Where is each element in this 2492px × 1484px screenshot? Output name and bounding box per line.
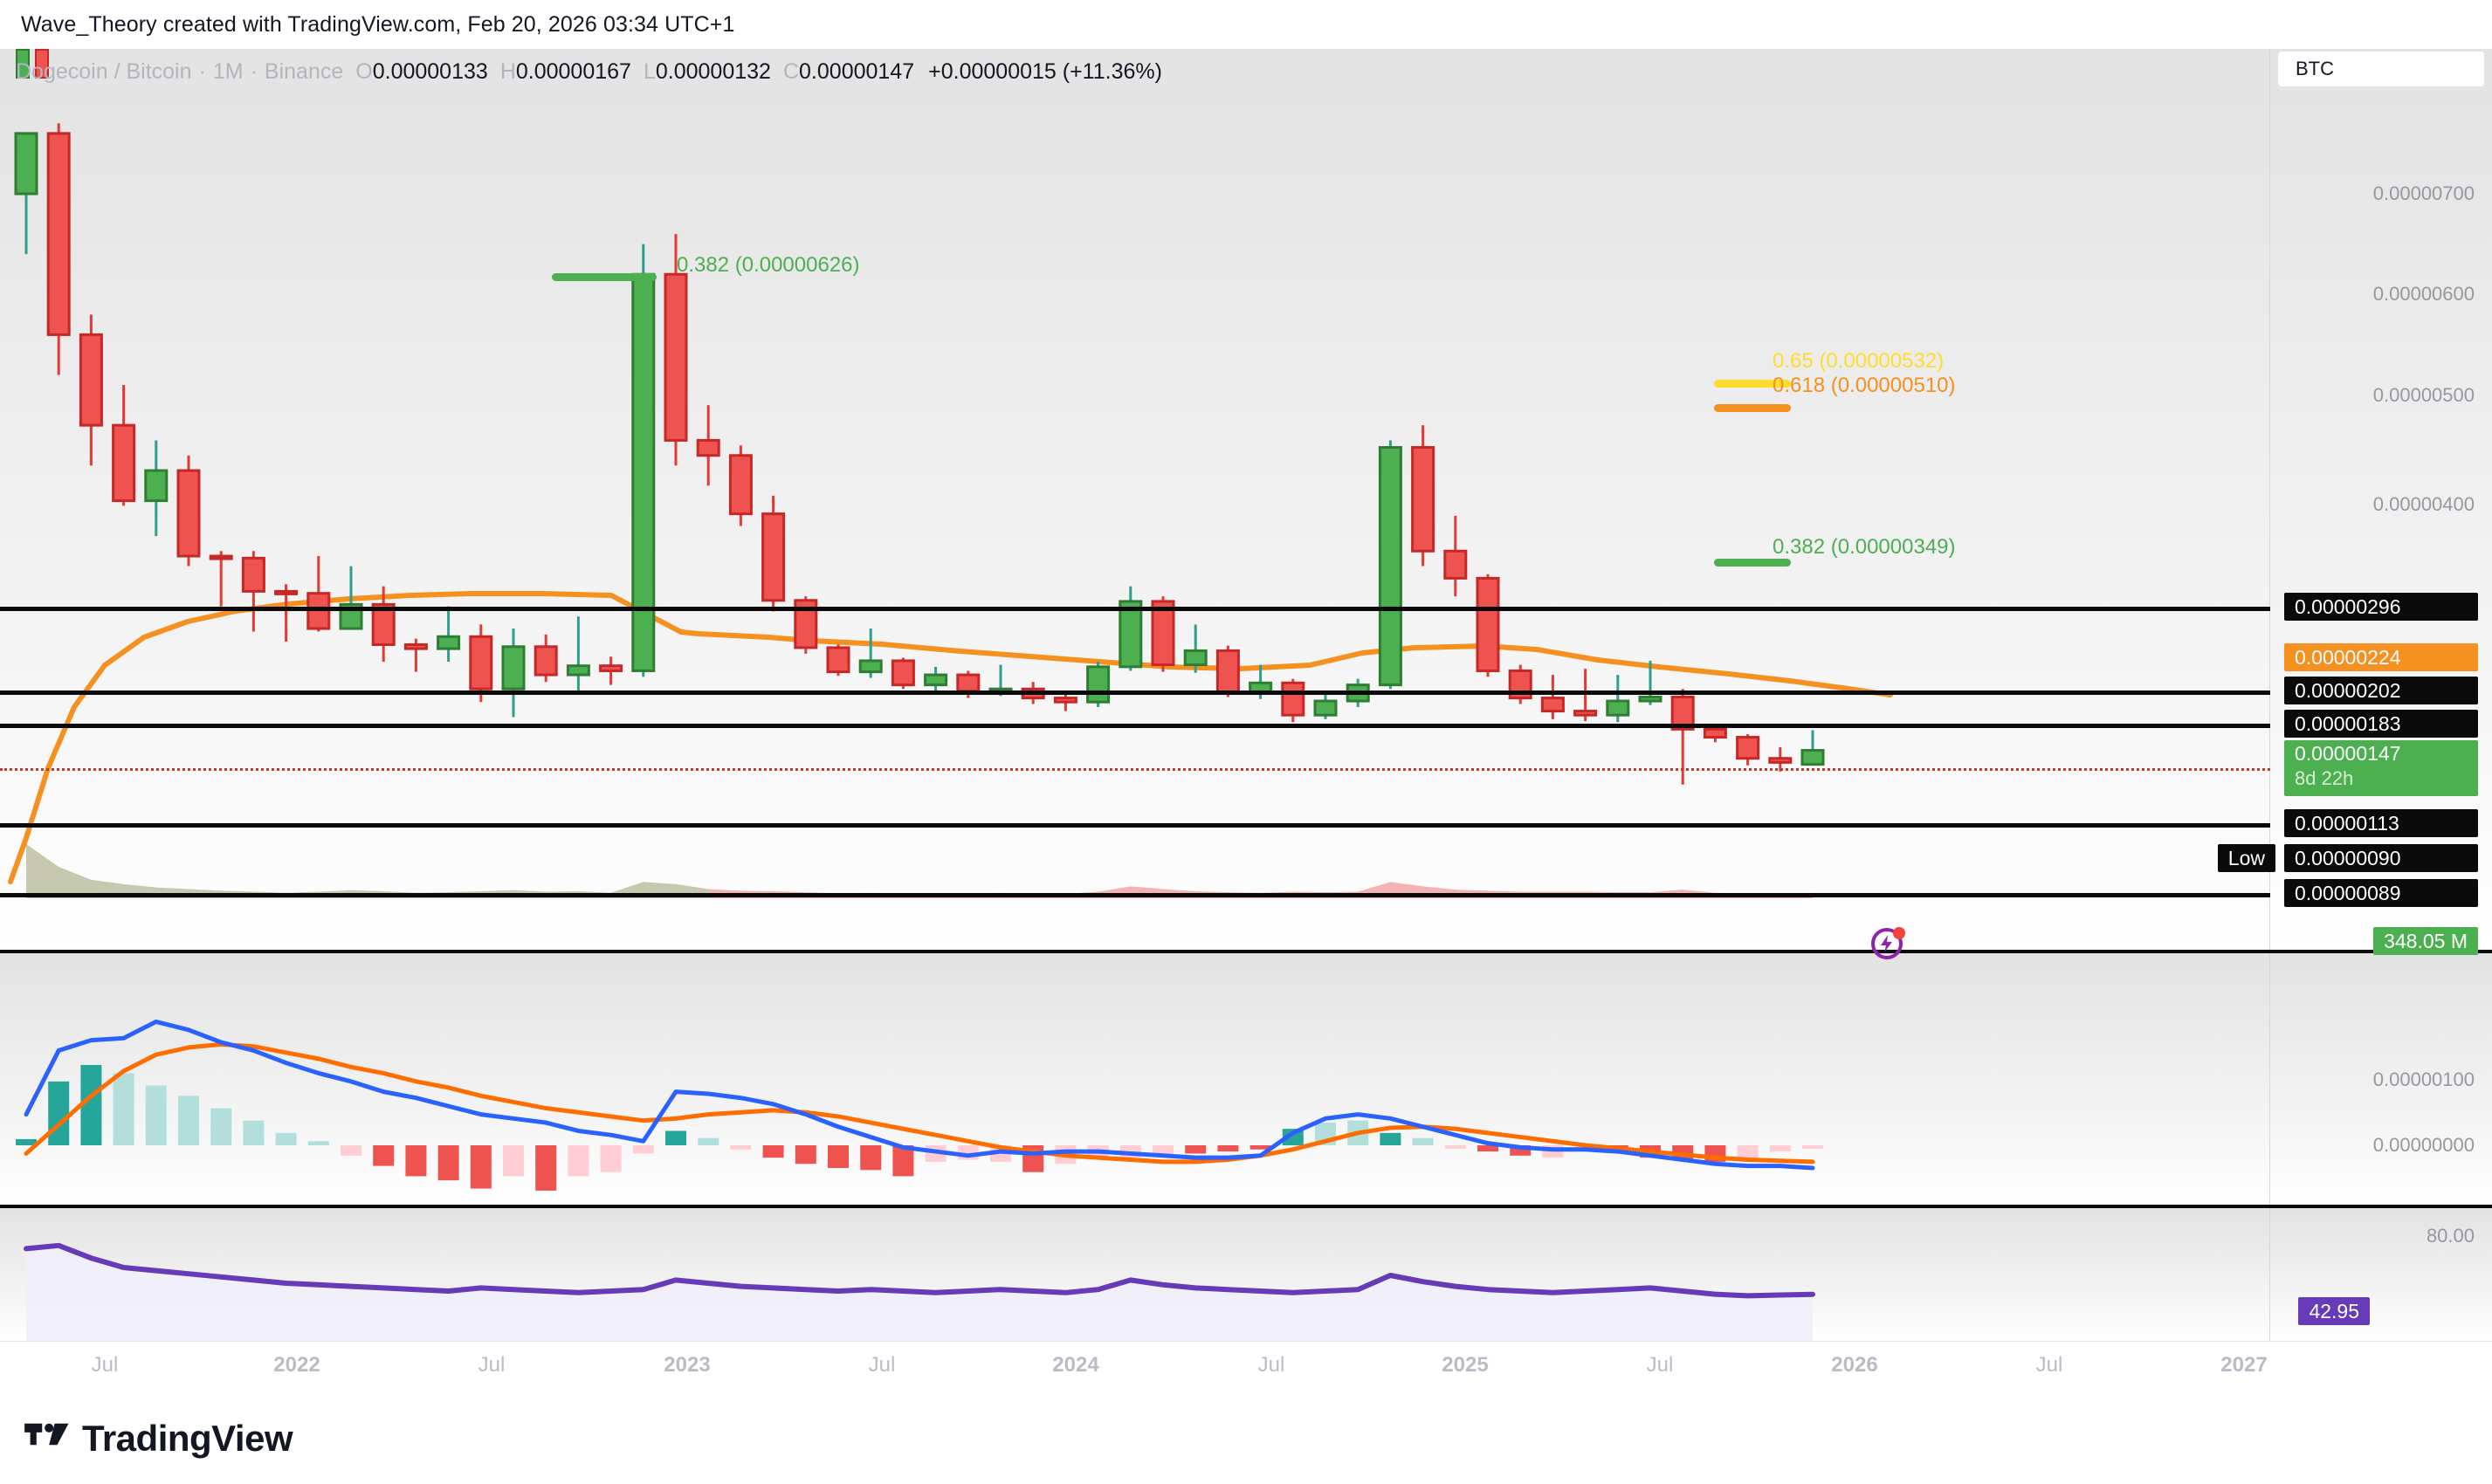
alert-lightning-icon[interactable] — [1869, 921, 1910, 963]
horizontal-line-2[interactable] — [0, 724, 2270, 728]
currency-selector[interactable]: BTC — [2277, 51, 2485, 87]
price-tag-0.00000296[interactable]: 0.00000296 — [2284, 593, 2478, 621]
tradingview-logo: TradingView — [24, 1418, 293, 1460]
time-label-Jul-0: Jul — [91, 1353, 119, 1377]
horizontal-line-5[interactable] — [0, 893, 2270, 897]
time-label-Jul-4: Jul — [868, 1353, 896, 1377]
rsi-value-tag[interactable]: 42.95 — [2298, 1297, 2370, 1325]
macd-scale[interactable]: 0.00000100 0.00000000 — [2270, 953, 2492, 1205]
legend-sep-1: · — [198, 59, 206, 84]
legend-high-label: H — [499, 59, 516, 84]
macd-chart-canvas[interactable] — [0, 953, 2492, 1205]
volume-tag[interactable]: 348.05 M — [2373, 927, 2478, 955]
price-tag-0.00000090[interactable]: 0.00000090 — [2284, 844, 2478, 872]
macd-tick-0: 0.00000100 — [2372, 1068, 2475, 1090]
price-scale[interactable]: 0.00000700 0.00000600 0.00000500 0.00000400… — [2217, 49, 2492, 955]
legend-close-label: C — [782, 59, 800, 84]
price-chart-canvas[interactable] — [0, 49, 2492, 950]
time-label-Jul-6: Jul — [1257, 1353, 1285, 1377]
time-label-Jul-10: Jul — [2035, 1353, 2063, 1377]
rsi-pane[interactable] — [0, 1208, 2492, 1341]
legend-close-value: 0.00000147 — [799, 59, 915, 84]
rsi-tick-0: 80.00 — [2426, 1225, 2475, 1247]
rsi-chart-canvas[interactable] — [0, 1208, 2492, 1341]
tradingview-mark-icon — [24, 1423, 69, 1446]
horizontal-line-0[interactable] — [0, 607, 2270, 611]
price-tick-0: 0.00000700 — [2372, 182, 2475, 204]
legend-symbol[interactable]: Dogecoin / Bitcoin — [16, 59, 192, 84]
rsi-scale[interactable]: 80.00 42.95 — [2270, 1208, 2492, 1341]
price-tag-0.00000183[interactable]: 0.00000183 — [2284, 710, 2478, 738]
price-tick-2: 0.00000500 — [2372, 384, 2475, 406]
legend-change-value: +0.00000015 (+11.36%) — [928, 59, 1162, 84]
legend-open-label: O — [355, 59, 373, 84]
time-label-2023-3: 2023 — [664, 1353, 711, 1377]
macd-axis-divider — [2269, 953, 2270, 1205]
price-axis-divider — [2269, 49, 2270, 950]
price-tag-0.00000202[interactable]: 0.00000202 — [2284, 677, 2478, 704]
fib-level-label-0[interactable]: 0.382 (0.00000626) — [677, 253, 860, 277]
symbol-type-icon — [16, 49, 49, 79]
price-tick-1: 0.00000600 — [2372, 283, 2475, 305]
bar-countdown: 8d 22h — [2295, 767, 2354, 789]
current-price-tag[interactable]: 0.00000147 8d 22h — [2284, 740, 2478, 796]
rsi-axis-divider — [2269, 1208, 2270, 1341]
horizontal-line-4[interactable] — [0, 823, 2270, 828]
fib-level-label-1[interactable]: 0.65 (0.00000532) — [1773, 349, 1945, 373]
price-tag-0.00000113[interactable]: 0.00000113 — [2284, 809, 2478, 837]
legend-high-value: 0.00000167 — [515, 59, 631, 84]
fib-level-label-3[interactable]: 0.382 (0.00000349) — [1773, 535, 1956, 559]
fib-level-swatch-3[interactable] — [1714, 559, 1791, 567]
legend-low-value: 0.00000132 — [655, 59, 771, 84]
time-label-2025-7: 2025 — [1442, 1353, 1489, 1377]
fib-level-swatch-2[interactable] — [1714, 404, 1791, 412]
pane-separator-1[interactable] — [0, 950, 2492, 953]
legend-low-label: L — [643, 59, 656, 84]
price-tag-0.00000089[interactable]: 0.00000089 — [2284, 879, 2478, 907]
fib-level-swatch-1[interactable] — [1714, 380, 1791, 388]
legend-interval[interactable]: 1M — [212, 59, 244, 84]
time-label-2024-5: 2024 — [1052, 1353, 1099, 1377]
pane-separator-2[interactable] — [0, 1205, 2492, 1208]
low-marker-chip[interactable]: Low — [2217, 844, 2275, 872]
fib-level-swatch-0[interactable] — [552, 273, 657, 281]
time-scale-topline — [0, 1341, 2492, 1342]
price-pane[interactable] — [0, 49, 2492, 950]
export-watermark-text: Wave_Theory created with TradingView.com… — [21, 12, 735, 37]
time-label-2026-9: 2026 — [1831, 1353, 1878, 1377]
price-tag-0.00000224[interactable]: 0.00000224 — [2284, 643, 2478, 671]
current-price-value: 0.00000147 — [2295, 742, 2401, 765]
macd-pane[interactable] — [0, 953, 2492, 1205]
time-label-Jul-2: Jul — [478, 1353, 506, 1377]
price-tick-3: 0.00000400 — [2372, 493, 2475, 515]
tradingview-wordmark: TradingView — [82, 1418, 293, 1459]
time-label-2027-11: 2027 — [2220, 1353, 2268, 1377]
legend-open-value: 0.00000133 — [372, 59, 488, 84]
currency-selector-label: BTC — [2296, 58, 2334, 79]
horizontal-line-3[interactable] — [0, 768, 2270, 771]
macd-tick-1: 0.00000000 — [2372, 1134, 2475, 1156]
time-label-2022-1: 2022 — [273, 1353, 320, 1377]
horizontal-line-1[interactable] — [0, 690, 2270, 695]
time-scale[interactable]: Jul 2022 Jul 2023 Jul 2024 Jul 2025 Jul 2026 Jul 20… — [0, 1341, 2492, 1397]
time-label-Jul-8: Jul — [1646, 1353, 1674, 1377]
fib-level-label-2[interactable]: 0.618 (0.00000510) — [1773, 374, 1956, 397]
symbol-ohlc-legend[interactable]: Dogecoin / Bitcoin · 1M · Binance O 0.00… — [16, 59, 1162, 85]
legend-sep-2: · — [250, 59, 258, 84]
legend-exchange: Binance — [264, 59, 344, 84]
